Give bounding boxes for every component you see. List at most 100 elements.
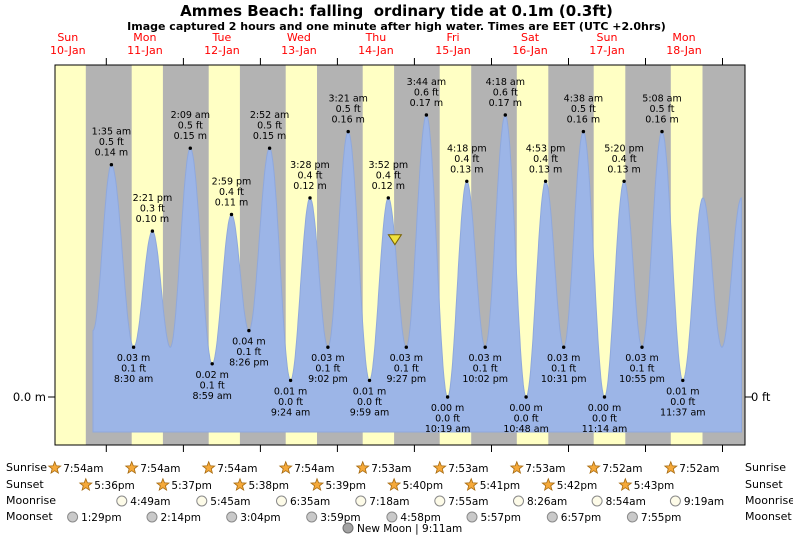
tide-high-label: 0.4 ft [219,187,244,198]
row-label-moonset-left: Moonset [6,510,53,523]
sunrise-icon [201,460,216,475]
row-label-moonset-right: Moonset [745,510,792,523]
tide-high-label: 3:28 pm [290,160,330,171]
tide-high-label: 3:44 am [407,77,446,88]
day-date: 11-Jan [127,44,163,57]
tide-high-label: 4:53 pm [526,143,566,154]
tide-extreme-dot [562,345,566,349]
tide-low-label: 0.1 ft [551,364,576,375]
moonrise-icon [355,495,367,507]
tide-low-label: 0.1 ft [473,364,498,375]
row-label-moonrise-right: Moonrise [745,494,793,507]
tide-low-label: 9:27 pm [386,374,426,385]
tide-high-label: 0.14 m [95,148,128,159]
sunrise-icon [663,460,678,475]
tide-low-label: 10:19 am [425,424,470,435]
tide-extreme-dot [681,378,685,383]
sunset-time: 5:40pm [403,480,443,492]
tide-low-label: 9:59 am [350,407,389,418]
day-name: Thu [365,31,387,44]
moonrise-icon [669,495,681,507]
tide-high-label: 0.5 ft [99,137,124,148]
day-date: 10-Jan [50,44,86,57]
page-title: Ammes Beach: falling ordinary tide at 0.… [180,2,613,20]
tide-low-label: 0.0 ft [278,397,303,408]
tide-low-label: 10:02 pm [462,374,508,385]
tide-low-label: 0.03 m [117,353,150,364]
moonset-time: 3:59pm [320,512,360,524]
moonrise-icon [116,495,128,507]
tide-extreme-dot [581,129,586,134]
day-date: 14-Jan [358,44,394,57]
moonrise-icon [276,495,287,507]
tide-high-label: 1:35 am [92,127,131,138]
tide-low-label: 0.1 ft [629,364,654,375]
tide-high-label: 0.5 ft [571,104,596,115]
tide-low-label: 0.01 m [666,386,699,397]
tide-high-label: 0.15 m [174,131,207,142]
y-axis-label-metres: 0.0 m [12,390,46,404]
sunrise-icon [432,460,447,475]
row-label-sunrise-left: Sunrise [6,461,48,474]
tide-high-label: 0.17 m [410,98,443,109]
day-date: 15-Jan [435,44,471,57]
day-name: Fri [446,31,459,44]
tide-extreme-dot [229,212,234,217]
tide-low-label: 0.0 ft [357,397,382,408]
tide-extreme-dot [386,196,390,200]
tide-high-label: 0.5 ft [178,121,203,132]
sunset-time: 5:41pm [480,480,520,492]
row-label-sunset-right: Sunset [745,478,783,491]
tide-high-label: 0.6 ft [493,88,518,99]
tide-high-label: 0.4 ft [376,170,401,181]
tide-high-label: 0.16 m [567,115,600,126]
row-label-sunrise-right: Sunrise [745,461,787,474]
sunset-icon [541,477,556,492]
moonset-time: 5:57pm [481,512,521,524]
sunset-icon [78,477,93,491]
moonrise-time: 6:35am [290,496,330,508]
sunset-icon [155,477,170,491]
moonset-time: 6:57pm [561,512,601,524]
tide-extreme-dot [524,395,528,399]
tide-extreme-dot [308,196,312,200]
tide-high-label: 0.13 m [607,164,640,175]
tide-high-label: 0.12 m [293,181,326,192]
tide-extreme-dot [660,129,664,134]
current-tide-marker [387,234,403,246]
tide-high-label: 4:18 pm [447,143,487,154]
day-date: 18-Jan [666,44,702,57]
tide-high-label: 5:08 am [642,94,681,105]
tide-high-label: 3:21 am [328,94,367,105]
tide-low-label: 8:26 pm [229,358,269,369]
tide-low-label: 0.03 m [547,353,580,364]
sunrise-time: 7:52am [602,463,642,475]
tide-high-label: 0.12 m [372,181,405,192]
tide-low-label: 0.00 m [509,403,542,414]
sunset-icon [232,477,248,492]
tide-low-label: 8:30 am [114,374,153,385]
sunrise-icon [47,460,62,475]
day-name: Mon [133,31,156,44]
moonset-icon [626,511,638,523]
tide-high-label: 0.5 ft [649,104,674,115]
moonrise-time: 9:19am [684,496,724,508]
tide-high-label: 0.4 ft [533,154,558,165]
tide-extreme-dot [267,146,272,150]
tide-high-label: 0.10 m [136,214,169,225]
tide-high-label: 0.5 ft [257,121,282,132]
tide-high-label: 0.3 ft [140,204,165,215]
tide-low-label: 0.00 m [431,403,464,414]
tide-high-label: 0.13 m [450,164,483,175]
tide-high-label: 5:20 pm [604,143,644,154]
moonrise-time: 7:18am [369,496,409,508]
tide-high-label: 2:21 pm [133,193,173,204]
day-name: Sat [521,31,540,44]
tide-extreme-dot [109,163,114,167]
sunrise-icon [586,460,601,475]
moonrise-time: 5:45am [210,496,250,508]
tide-low-label: 0.1 ft [200,380,225,391]
tide-high-label: 4:38 am [564,94,603,105]
tide-high-label: 2:52 am [250,110,289,121]
